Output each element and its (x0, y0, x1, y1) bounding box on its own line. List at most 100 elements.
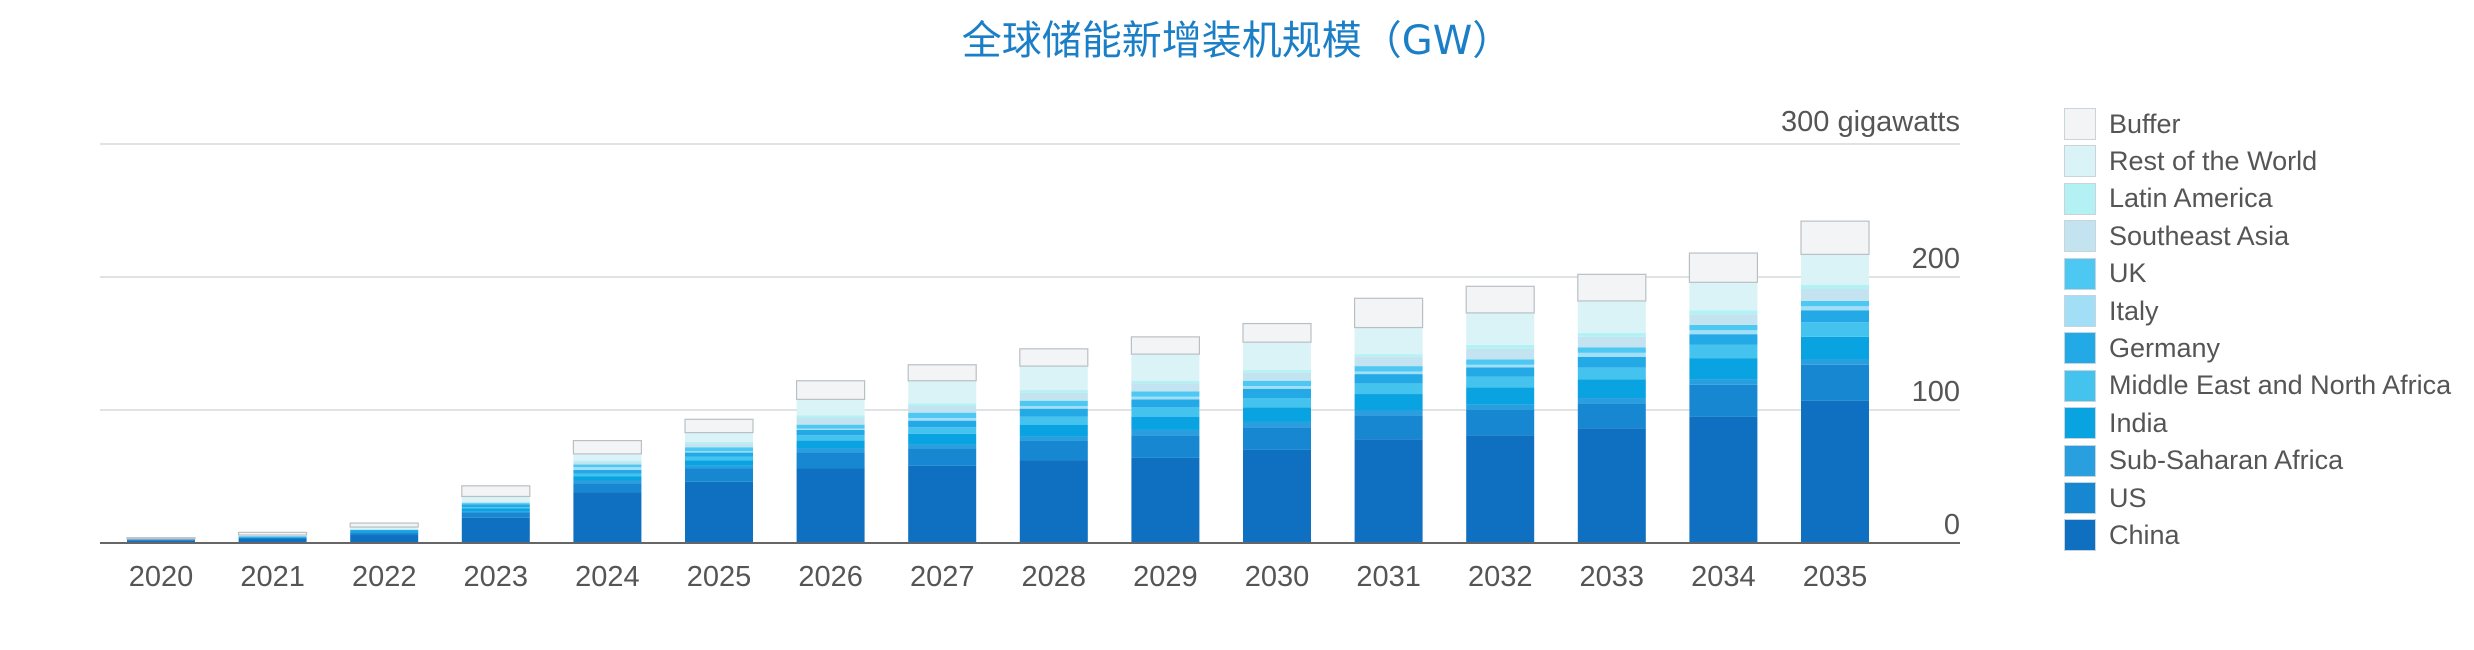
bar-segment-2023-china (461, 517, 530, 543)
legend-item: Germany (2064, 330, 2220, 366)
bar-segment-2022-us (350, 532, 419, 536)
bar-segment-2024-uk (573, 464, 642, 468)
legend-swatch (2064, 182, 2096, 215)
legend-label: Sub-Saharan Africa (2109, 445, 2344, 476)
bar-segment-2024-germany (573, 469, 642, 474)
bar-segment-2027-italy (908, 417, 977, 421)
bar-segment-2032-germany (1466, 367, 1535, 377)
bar-segment-2034-uk (1689, 324, 1758, 331)
bar-segment-2030-middle-east-and-north-africa (1243, 398, 1311, 408)
bar-segment-2030-sub-saharan-africa (1243, 421, 1311, 428)
bar-segment-2025-germany (685, 452, 753, 457)
bar-segment-2033-india (1577, 379, 1646, 399)
axes: 2020 2021 2022 2023 2024 2025 2026 2027 2028 2029… (100, 106, 1960, 593)
bar-segment-2022-china (350, 535, 419, 543)
legend-swatch (2064, 444, 2096, 477)
bar-segment-2034-us (1689, 384, 1758, 417)
legend-item: India (2064, 405, 2168, 441)
bar-segment-2027-southeast-asia (908, 406, 977, 413)
bar-segment-2028-china (1019, 460, 1088, 543)
bar-segment-2031-buffer (1353, 297, 1424, 329)
bar-segment-2033-us (1577, 403, 1646, 429)
y-tick-label: 0 (1944, 509, 1960, 541)
x-tick-label: 2030 (1245, 561, 1310, 593)
bar-segment-2029-uk (1131, 391, 1200, 397)
bar-segment-2028-buffer (1019, 348, 1089, 367)
bar-segment-2025-uk (685, 447, 753, 452)
legend-swatch (2064, 482, 2096, 514)
bar-segment-2034-latin-america (1689, 310, 1758, 315)
bar-segment-2032-uk (1466, 359, 1535, 365)
legend-label: Buffer (2109, 108, 2181, 139)
bar-segment-2023-germany (461, 504, 530, 508)
legend-label: India (2109, 407, 2168, 438)
bar-segment-2034-germany (1689, 334, 1758, 345)
bar-segment-2031-uk (1354, 366, 1423, 372)
bar-segment-2023-rest-of-the-world (461, 496, 530, 502)
bar-segment-2025-buffer (684, 418, 754, 434)
legend-swatch (2064, 145, 2096, 178)
x-tick-label: 2029 (1133, 561, 1198, 593)
bar-segment-2030-buffer (1242, 322, 1312, 343)
bar-segment-2029-rest-of-the-world (1131, 354, 1200, 381)
legend-label: Rest of the World (2109, 145, 2318, 176)
bar-segment-2025-southeast-asia (685, 443, 753, 448)
legend-item: Southeast Asia (2064, 218, 2289, 254)
bar-segment-2035-rest-of-the-world (1801, 254, 1869, 285)
bar-segment-2031-italy (1354, 371, 1423, 375)
bar-segment-2035-sub-saharan-africa (1801, 359, 1869, 365)
bar-segment-2031-latin-america (1354, 354, 1423, 357)
bar-segment-2026-india (796, 440, 865, 449)
bar-segment-2028-southeast-asia (1019, 392, 1088, 401)
bar-segment-2023-middle-east-and-north-africa (461, 507, 530, 509)
bar-segment-2035-china (1801, 400, 1869, 543)
bar-segment-2029-sub-saharan-africa (1131, 429, 1200, 436)
bar-segment-2021-buffer (238, 531, 308, 536)
legend-item: US (2064, 480, 2147, 516)
legend-label: Italy (2109, 295, 2159, 326)
bar-segment-2035-buffer (1800, 220, 1870, 255)
bar-segment-2034-china (1689, 416, 1758, 543)
legend-swatch (2064, 519, 2096, 552)
bar-segment-2028-latin-america (1019, 390, 1088, 393)
bar-segment-2034-italy (1689, 330, 1758, 335)
bar-segment-2032-buffer (1465, 285, 1535, 314)
legend-label: US (2109, 482, 2147, 513)
bar-segment-2033-china (1577, 428, 1646, 543)
bar-segment-2026-latin-america (796, 415, 865, 418)
bar-segment-2026-china (796, 468, 865, 543)
bar-segment-2031-middle-east-and-north-africa (1354, 383, 1423, 395)
legend-label: Germany (2109, 332, 2221, 363)
x-tick-label: 2035 (1803, 561, 1868, 593)
legend-swatch (2064, 108, 2096, 140)
legend-item: Italy (2064, 293, 2159, 329)
bar-segment-2025-italy (685, 451, 753, 453)
x-tick-label: 2031 (1356, 561, 1421, 593)
y-tick-label: 200 (1912, 243, 1960, 275)
x-tick-label: 2034 (1691, 561, 1756, 593)
bar-segment-2027-buffer (907, 364, 977, 382)
bar-segment-2023-buffer (461, 485, 531, 498)
bar-segment-2022-rest-of-the-world (350, 527, 419, 530)
bar-segment-2024-india (573, 476, 642, 481)
bar-segment-2033-middle-east-and-north-africa (1577, 367, 1646, 380)
bar-segment-2030-india (1243, 407, 1311, 422)
bar-segment-2029-india (1131, 416, 1200, 430)
bar-segment-2028-us (1019, 440, 1088, 461)
x-tick-label: 2020 (129, 561, 194, 593)
legend-swatch (2064, 257, 2096, 290)
bar-segment-2033-italy (1577, 352, 1646, 357)
bar-segment-2032-southeast-asia (1466, 348, 1535, 360)
bar-segment-2023-uk (461, 503, 530, 505)
legend-label: China (2109, 519, 2180, 550)
bar-segment-2027-rest-of-the-world (908, 380, 977, 404)
bar-segment-2020-china (127, 540, 195, 543)
bar-segment-2034-buffer (1688, 252, 1759, 283)
bar-segment-2026-sub-saharan-africa (796, 448, 865, 453)
bar-segment-2028-middle-east-and-north-africa (1019, 416, 1088, 425)
bar-segment-2021-us (238, 537, 307, 540)
bar-segment-2035-southeast-asia (1801, 288, 1869, 301)
bar-segment-2033-sub-saharan-africa (1577, 398, 1646, 404)
bar-segment-2026-uk (796, 424, 865, 429)
bar-segment-2027-sub-saharan-africa (908, 444, 977, 449)
